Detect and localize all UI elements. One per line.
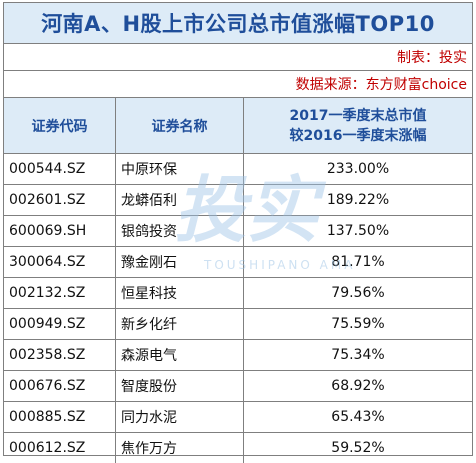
table-row: 300064.SZ 豫金刚石 81.71% xyxy=(4,247,472,278)
header-change-line2: 较2016一季度末涨幅 xyxy=(289,127,427,144)
cell-change: 233.00% xyxy=(326,161,390,177)
maker-label: 制表：投实 xyxy=(397,50,467,66)
table-row: 600069.SH 银鸽投资 137.50% xyxy=(4,216,472,247)
cell-name: 龙蟒佰利 xyxy=(116,185,244,215)
table-row: 000885.SZ 同力水泥 65.43% xyxy=(4,402,472,433)
header-change-line1: 2017一季度末总市值 xyxy=(289,107,427,124)
cell-code: 000612.SZ xyxy=(4,433,116,463)
cell-code: 002358.SZ xyxy=(4,340,116,370)
table-row: 000544.SZ 中原环保 233.00% xyxy=(4,154,472,185)
cell-code: 002601.SZ xyxy=(4,185,116,215)
cell-change: 65.43% xyxy=(331,409,385,425)
cell-change: 68.92% xyxy=(331,378,385,394)
cell-code: 000676.SZ xyxy=(4,371,116,401)
table-row: 002132.SZ 恒星科技 79.56% xyxy=(4,278,472,309)
cell-name: 焦作万方 xyxy=(116,433,244,463)
source-label: 数据来源：东方财富choice xyxy=(295,77,467,93)
header-code: 证券代码 xyxy=(4,98,116,153)
header-change: 2017一季度末总市值 较2016一季度末涨幅 xyxy=(244,98,472,153)
cell-name: 森源电气 xyxy=(116,340,244,370)
maker-row: 制表：投实 xyxy=(4,44,472,71)
table-row: 000612.SZ 焦作万方 59.52% xyxy=(4,433,472,463)
cell-name: 新乡化纤 xyxy=(116,309,244,339)
cell-change: 79.56% xyxy=(331,285,385,301)
table-body: 000544.SZ 中原环保 233.00% 002601.SZ 龙蟒佰利 189.22%… xyxy=(4,154,472,463)
cell-change: 189.22% xyxy=(326,192,390,208)
cell-code: 002132.SZ xyxy=(4,278,116,308)
cell-name: 同力水泥 xyxy=(116,402,244,432)
header-name: 证券名称 xyxy=(116,98,244,153)
cell-name: 恒星科技 xyxy=(116,278,244,308)
table-row: 002601.SZ 龙蟒佰利 189.22% xyxy=(4,185,472,216)
title-row: 河南A、H股上市公司总市值涨幅TOP10 xyxy=(4,3,472,44)
table-title: 河南A、H股上市公司总市值涨幅TOP10 xyxy=(41,12,435,36)
cell-code: 300064.SZ xyxy=(4,247,116,277)
cell-code: 000885.SZ xyxy=(4,402,116,432)
cell-change: 59.52% xyxy=(331,440,385,456)
cell-name: 智度股份 xyxy=(116,371,244,401)
table-frame: 河南A、H股上市公司总市值涨幅TOP10 制表：投实 数据来源：东方财富choi… xyxy=(3,2,473,463)
cell-code: 600069.SH xyxy=(4,216,116,246)
cell-change: 81.71% xyxy=(331,254,385,270)
cell-code: 000544.SZ xyxy=(4,154,116,184)
table-header: 证券代码 证券名称 2017一季度末总市值 较2016一季度末涨幅 xyxy=(4,98,472,154)
cell-change: 75.59% xyxy=(331,316,385,332)
cell-name: 豫金刚石 xyxy=(116,247,244,277)
source-row: 数据来源：东方财富choice xyxy=(4,71,472,98)
table-row: 000949.SZ 新乡化纤 75.59% xyxy=(4,309,472,340)
cell-change: 137.50% xyxy=(326,223,390,239)
cell-code: 000949.SZ xyxy=(4,309,116,339)
cell-change: 75.34% xyxy=(331,347,385,363)
table-row: 002358.SZ 森源电气 75.34% xyxy=(4,340,472,371)
table-row: 000676.SZ 智度股份 68.92% xyxy=(4,371,472,402)
cell-name: 中原环保 xyxy=(116,154,244,184)
cell-name: 银鸽投资 xyxy=(116,216,244,246)
